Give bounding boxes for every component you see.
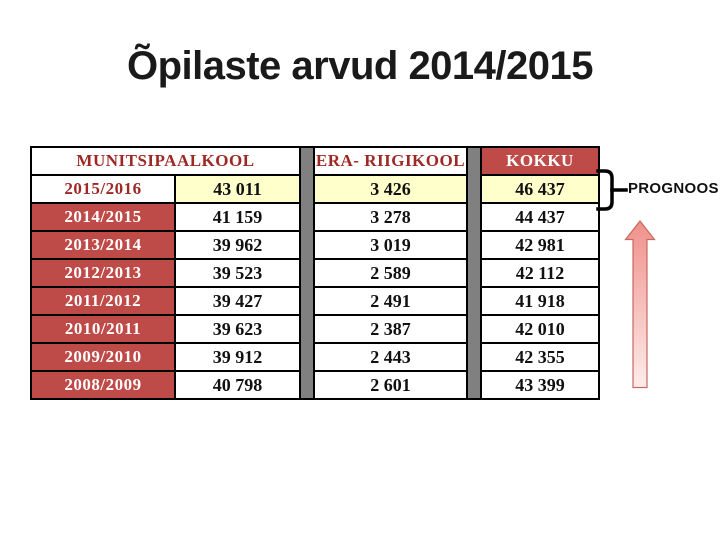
year-cell: 2008/2009 (30, 370, 176, 400)
table-row: 2013/2014 39 962 3 019 42 981 (30, 230, 600, 260)
year-cell: 2012/2013 (30, 258, 176, 288)
private-state-cell: 2 387 (313, 314, 468, 344)
column-divider-bar (299, 146, 315, 400)
year-cell: 2011/2012 (30, 286, 176, 316)
total-cell: 42 981 (480, 230, 600, 260)
total-cell: 46 437 (480, 174, 600, 204)
total-cell: 42 010 (480, 314, 600, 344)
private-state-cell: 3 019 (313, 230, 468, 260)
private-state-cell: 2 491 (313, 286, 468, 316)
total-cell: 41 918 (480, 286, 600, 316)
year-cell: 2010/2011 (30, 314, 176, 344)
table-row: 2015/2016 43 011 3 426 46 437 (30, 174, 600, 204)
year-cell: 2013/2014 (30, 230, 176, 260)
private-state-cell: 3 278 (313, 202, 468, 232)
table-row: 2009/2010 39 912 2 443 42 355 (30, 342, 600, 372)
students-table: MUNITSIPAALKOOL ERA- RIIGIKOOL KOKKU 201… (30, 146, 600, 400)
private-state-cell: 3 426 (313, 174, 468, 204)
prognoos-label: PROGNOOS (628, 180, 719, 197)
municipal-cell: 41 159 (174, 202, 301, 232)
total-cell: 43 399 (480, 370, 600, 400)
column-divider-bar (466, 146, 482, 400)
header-total: KOKKU (480, 146, 600, 176)
table-row: 2011/2012 39 427 2 491 41 918 (30, 286, 600, 316)
total-cell: 42 355 (480, 342, 600, 372)
table-row: 2010/2011 39 623 2 387 42 010 (30, 314, 600, 344)
year-cell: 2009/2010 (30, 342, 176, 372)
slide-title: Õpilaste arvud 2014/2015 (126, 44, 594, 88)
table-header-row: MUNITSIPAALKOOL ERA- RIIGIKOOL KOKKU (30, 146, 600, 400)
year-cell: 2014/2015 (30, 202, 176, 232)
private-state-cell: 2 601 (313, 370, 468, 400)
total-cell: 42 112 (480, 258, 600, 288)
municipal-cell: 39 427 (174, 286, 301, 316)
private-state-cell: 2 443 (313, 342, 468, 372)
municipal-cell: 40 798 (174, 370, 301, 400)
municipal-cell: 43 011 (174, 174, 301, 204)
municipal-cell: 39 912 (174, 342, 301, 372)
year-cell: 2015/2016 (30, 174, 176, 204)
total-cell: 44 437 (480, 202, 600, 232)
municipal-cell: 39 523 (174, 258, 301, 288)
header-municipal: MUNITSIPAALKOOL (30, 146, 301, 176)
table-row: 2012/2013 39 523 2 589 42 112 (30, 258, 600, 288)
private-state-cell: 2 589 (313, 258, 468, 288)
municipal-cell: 39 962 (174, 230, 301, 260)
table-row: 2008/2009 40 798 2 601 43 399 (30, 370, 600, 400)
table-row: 2014/2015 41 159 3 278 44 437 (30, 202, 600, 232)
header-private-state: ERA- RIIGIKOOL (313, 146, 468, 176)
upward-trend-arrow-icon (624, 220, 656, 389)
municipal-cell: 39 623 (174, 314, 301, 344)
prognoos-bracket-icon (596, 169, 628, 211)
